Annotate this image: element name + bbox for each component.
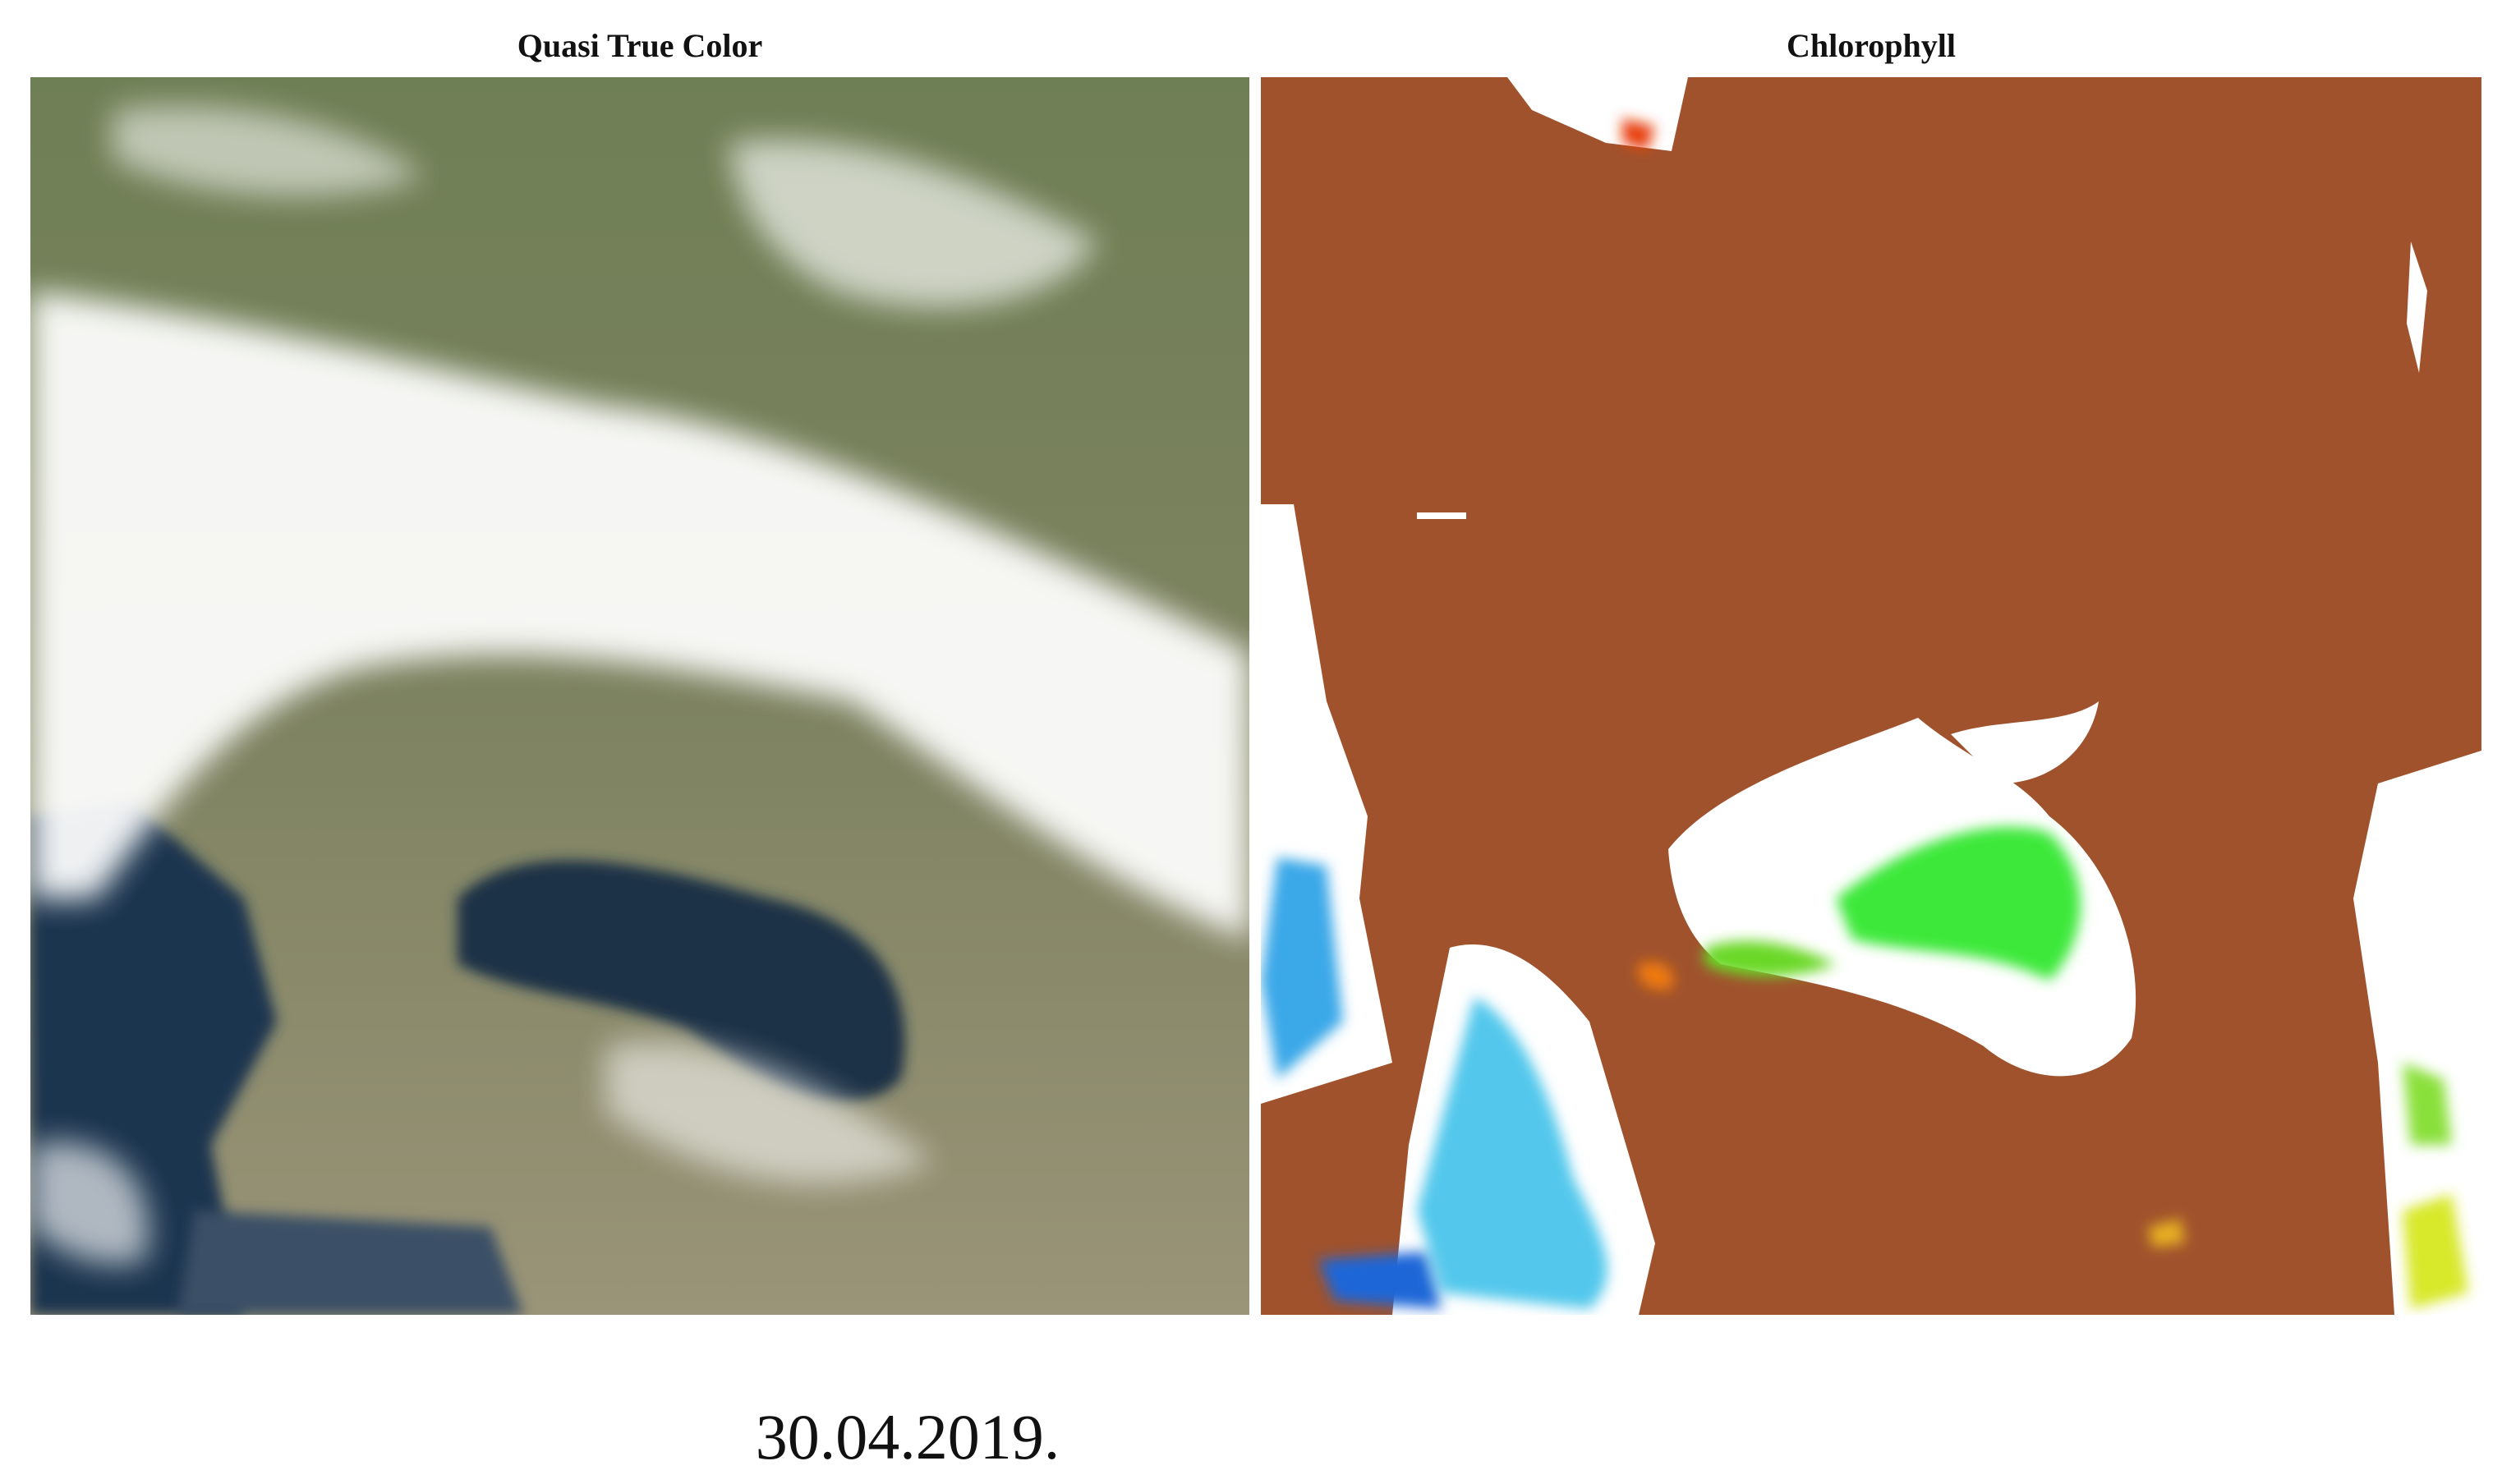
chlorophyll-image [1261, 77, 2481, 1315]
panel-title: Chlorophyll [1787, 27, 1956, 64]
panel-title: Quasi True Color [517, 27, 763, 64]
date-caption: 30.04.2019. [755, 1401, 1060, 1473]
true-color-image [30, 77, 1249, 1315]
